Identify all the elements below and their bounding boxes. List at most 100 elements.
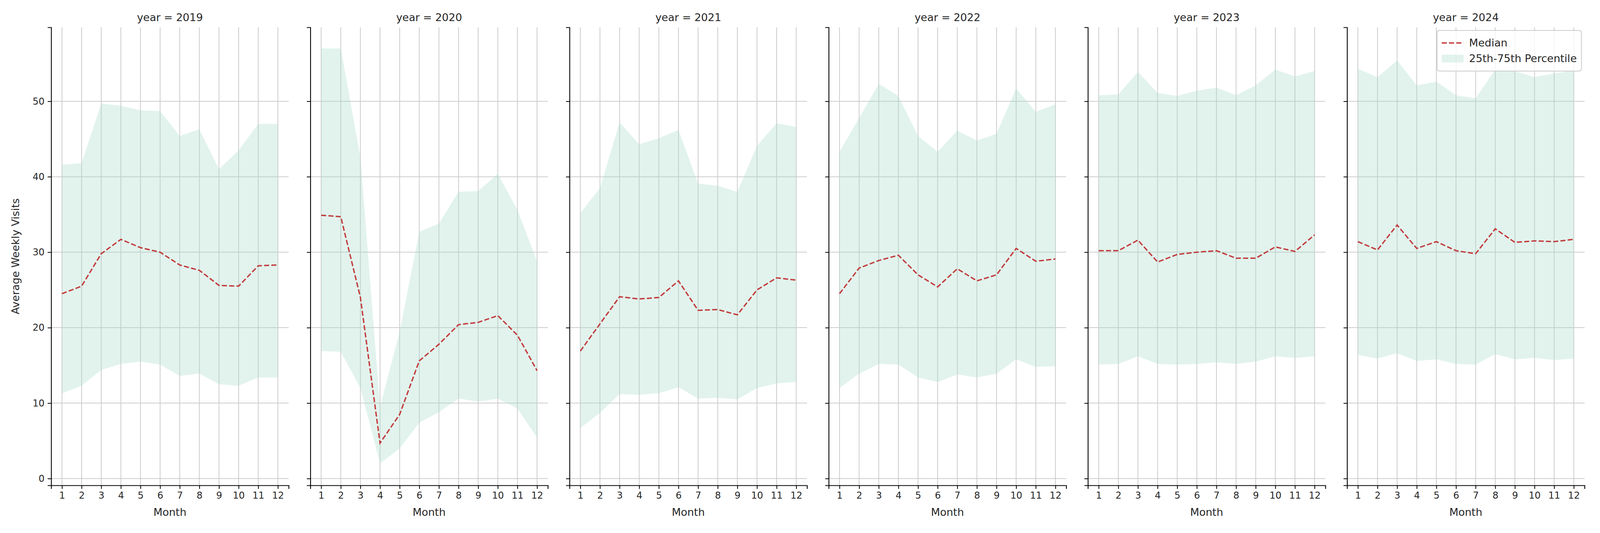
x-tick-label: 9	[1252, 490, 1259, 502]
median-line	[62, 239, 279, 294]
y-axis-line	[307, 27, 311, 486]
x-tick-label: 6	[675, 490, 682, 502]
x-tick: 7	[176, 485, 183, 502]
x-axis-title: Month	[1190, 506, 1224, 519]
x-tick-mark	[658, 485, 660, 490]
percentile-band	[839, 83, 1056, 389]
x-tick-mark	[1275, 485, 1276, 490]
panel: 123456789101112year = 2020Month	[307, 11, 549, 519]
x-tick-mark	[976, 485, 978, 490]
y-tick: 30	[32, 246, 52, 258]
y-axis	[1343, 27, 1348, 486]
x-tick-mark	[717, 485, 719, 490]
x-tick-label: 6	[157, 490, 164, 502]
y-tick-mark	[307, 478, 311, 480]
x-tick-mark	[1314, 485, 1316, 490]
y-tick-mark	[1084, 403, 1088, 404]
y-tick-mark	[307, 327, 311, 329]
x-tick-label: 3	[875, 490, 882, 502]
x-tick: 5	[396, 485, 403, 502]
percentile-band	[321, 48, 538, 464]
y-tick-label: 10	[32, 398, 45, 409]
x-tick: 11	[252, 485, 265, 502]
figure: 12345678910111201020304050year = 2019Mon…	[0, 0, 1600, 533]
x-tick: 8	[455, 485, 462, 502]
x-tick: 9	[1512, 485, 1518, 502]
y-tick-label: 30	[32, 246, 45, 258]
plot-data	[1098, 69, 1315, 365]
x-tick-mark	[399, 485, 401, 490]
grid-line-y	[828, 478, 1067, 480]
x-tick-label: 12	[1049, 490, 1062, 502]
x-tick-mark	[1573, 485, 1575, 490]
x-tick-label: 10	[1010, 490, 1023, 502]
y-tick	[825, 327, 829, 329]
y-tick-mark	[1343, 176, 1348, 178]
x-tick-mark	[1035, 485, 1037, 490]
x-axis-title: Month	[671, 506, 706, 519]
x-tick-label: 6	[1453, 490, 1459, 502]
x-tick: 1	[1095, 485, 1102, 502]
x-tick-label: 2	[1374, 490, 1381, 502]
y-tick-mark	[1343, 403, 1348, 404]
y-tick-mark	[307, 101, 311, 102]
x-tick-mark	[1475, 485, 1477, 490]
y-tick	[307, 252, 311, 253]
y-tick	[1343, 327, 1348, 329]
x-tick-mark	[796, 485, 797, 490]
x-tick-label: 10	[1269, 490, 1282, 502]
x-tick-mark	[497, 485, 499, 490]
x-tick-label: 6	[416, 490, 423, 502]
y-axis-line	[566, 27, 570, 486]
x-tick-mark	[1176, 485, 1178, 490]
x-tick-mark	[898, 485, 899, 490]
x-tick: 10	[1010, 485, 1023, 502]
y-tick-mark	[47, 101, 52, 102]
y-tick	[566, 101, 570, 102]
plot-data	[62, 103, 279, 394]
y-tick	[566, 176, 570, 178]
y-tick: 50	[32, 96, 52, 108]
y-axis-line	[1084, 27, 1089, 486]
panel: 123456789101112year = 2021Month	[566, 11, 808, 519]
grid	[828, 27, 1067, 486]
y-tick-mark	[1084, 478, 1088, 480]
x-axis-line	[569, 485, 808, 490]
x-tick: 7	[695, 485, 702, 502]
x-tick-label: 1	[58, 490, 65, 502]
x-tick-mark	[258, 485, 259, 490]
x-tick-mark	[238, 485, 240, 490]
y-tick-mark	[825, 403, 829, 404]
panel-title: year = 2019	[137, 11, 204, 24]
x-tick: 9	[216, 485, 222, 502]
y-tick-mark	[1343, 101, 1348, 102]
x-tick-label: 2	[337, 490, 344, 502]
x-axis-title: Month	[412, 506, 446, 519]
y-tick-mark	[825, 251, 829, 253]
y-tick-mark	[47, 327, 52, 329]
x-tick-mark	[996, 485, 998, 490]
panel-title: year = 2022	[914, 11, 981, 24]
y-axis-line	[825, 27, 830, 486]
x-axis-title: Month	[930, 506, 965, 519]
x-tick-label: 11	[511, 490, 524, 502]
x-tick-label: 8	[1233, 490, 1240, 502]
x-tick-label: 11	[1548, 490, 1561, 502]
grid-line-y	[1347, 478, 1585, 480]
x-tick: 3	[875, 485, 882, 502]
grid-line-y	[569, 100, 808, 102]
x-tick-label: 12	[1308, 490, 1322, 502]
panel-title: year = 2021	[655, 11, 722, 24]
x-tick-mark	[619, 485, 621, 490]
x-tick: 8	[1233, 485, 1240, 502]
y-tick	[1084, 252, 1088, 253]
plot-data	[321, 48, 538, 464]
x-axis: 123456789101112	[1088, 485, 1326, 502]
grid-line-y	[51, 100, 289, 102]
x-tick: 5	[915, 485, 922, 502]
x-tick-mark	[756, 485, 758, 490]
x-tick-label: 12	[1567, 490, 1581, 502]
x-tick: 12	[531, 485, 544, 502]
x-tick: 8	[714, 485, 721, 502]
x-tick-label: 4	[1154, 490, 1161, 502]
